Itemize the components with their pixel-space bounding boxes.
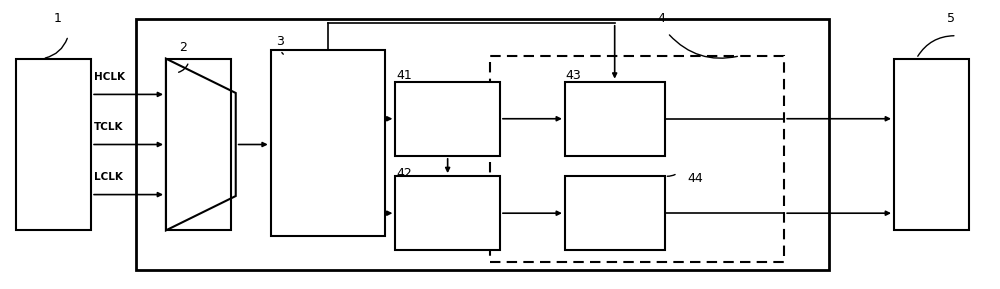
FancyBboxPatch shape (271, 50, 385, 236)
FancyBboxPatch shape (565, 81, 665, 156)
Text: 4: 4 (658, 12, 665, 25)
Text: 1: 1 (53, 12, 61, 25)
Text: 43: 43 (566, 69, 582, 82)
FancyBboxPatch shape (395, 81, 500, 156)
FancyBboxPatch shape (395, 176, 500, 250)
FancyBboxPatch shape (894, 59, 969, 230)
FancyBboxPatch shape (136, 18, 829, 271)
Text: 41: 41 (396, 69, 412, 82)
FancyBboxPatch shape (490, 56, 784, 262)
FancyBboxPatch shape (565, 176, 665, 250)
Text: 2: 2 (179, 41, 187, 54)
Text: 3: 3 (276, 35, 284, 48)
Text: HCLK: HCLK (94, 72, 125, 82)
Text: 42: 42 (396, 167, 412, 180)
Text: 44: 44 (687, 172, 703, 185)
Text: LCLK: LCLK (94, 173, 123, 182)
Text: 5: 5 (947, 12, 955, 25)
Text: TCLK: TCLK (94, 122, 124, 132)
FancyBboxPatch shape (16, 59, 91, 230)
FancyBboxPatch shape (166, 59, 231, 230)
